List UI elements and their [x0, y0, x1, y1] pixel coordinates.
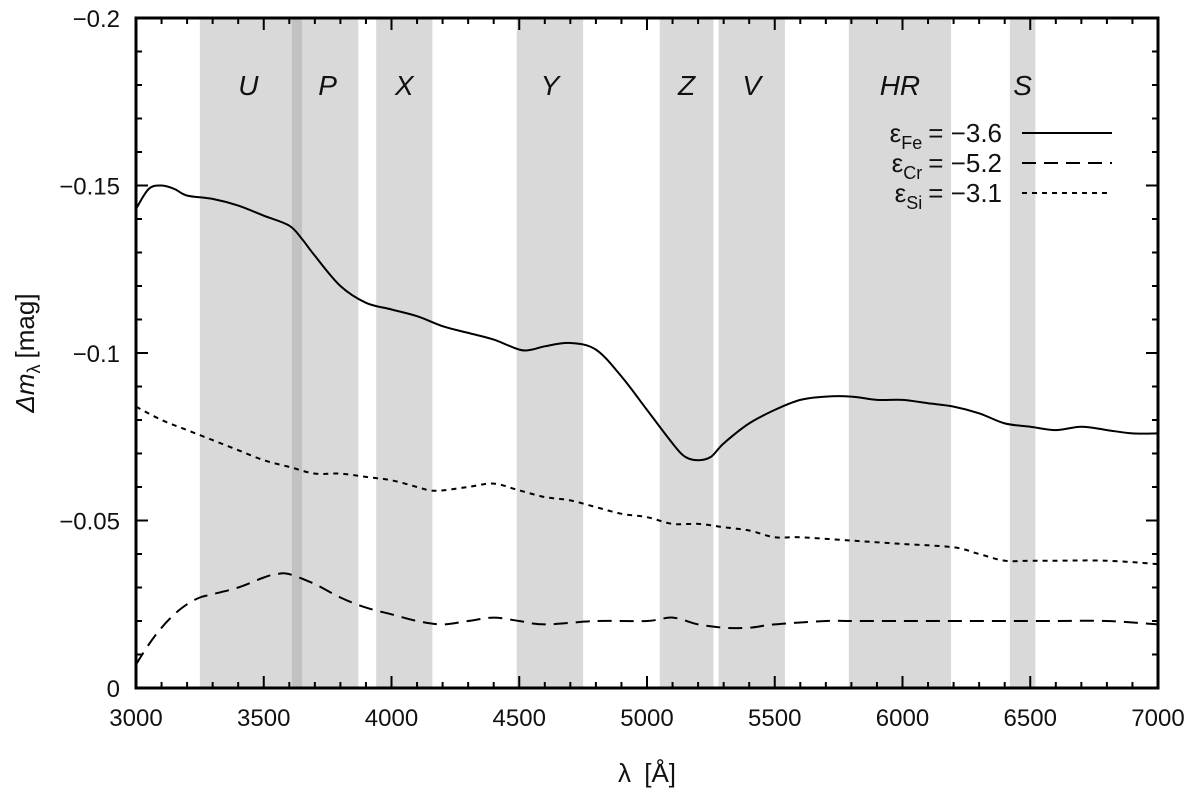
x-tick-label: 7000 [1131, 705, 1184, 732]
band-z [659, 18, 714, 688]
y-axis-label: Δmλ[mag] [10, 293, 44, 413]
chart-series [135, 184, 1159, 666]
legend-label-si: εSi = −3.1 [895, 178, 1002, 213]
band-x [376, 18, 433, 688]
band-hr [848, 18, 952, 688]
x-tick-label: 3000 [109, 705, 162, 732]
band-label-s: S [1013, 70, 1032, 101]
series-line-si [135, 405, 1159, 566]
band-v [718, 18, 785, 688]
x-tick-label: 4500 [493, 705, 546, 732]
band-label-hr: HR [880, 70, 920, 101]
band-overlap [291, 18, 303, 688]
y-tick-label: −0.2 [73, 6, 120, 33]
legend-label-cr: εCr = −5.2 [892, 148, 1002, 183]
band-label-u: U [238, 70, 259, 101]
y-tick-label: −0.15 [59, 174, 120, 201]
axis-ticks [135, 17, 1159, 689]
x-tick-label: 6500 [1004, 705, 1057, 732]
x-tick-label: 6000 [876, 705, 929, 732]
band-label-x: X [394, 70, 415, 101]
band-u [199, 18, 297, 688]
band-label-v: V [742, 70, 763, 101]
x-tick-label: 4000 [365, 705, 418, 732]
x-tick-label: 5500 [748, 705, 801, 732]
series-line-fe [135, 184, 1159, 462]
band-label-p: P [318, 70, 337, 101]
band-y [516, 18, 584, 688]
band-s [1009, 18, 1036, 688]
tick-labels: 3000 3500 4000 4500 5000 5500 6000 6500 7000 0 −0.… [59, 6, 1184, 732]
x-tick-label: 3500 [237, 705, 290, 732]
band-p [296, 18, 359, 688]
x-tick-label: 5000 [620, 705, 673, 732]
band-labels: U P X Y Z V HR S [238, 70, 1032, 101]
x-axis-label: λ [Å] [618, 758, 676, 788]
y-tick-label: 0 [107, 676, 120, 703]
band-label-y: Y [541, 70, 562, 101]
band-label-z: Z [677, 70, 696, 101]
wavelength-bands [199, 18, 1036, 688]
y-tick-label: −0.1 [73, 341, 120, 368]
legend-label-fe: εFe = −3.6 [890, 118, 1002, 153]
y-tick-label: −0.05 [59, 509, 120, 536]
